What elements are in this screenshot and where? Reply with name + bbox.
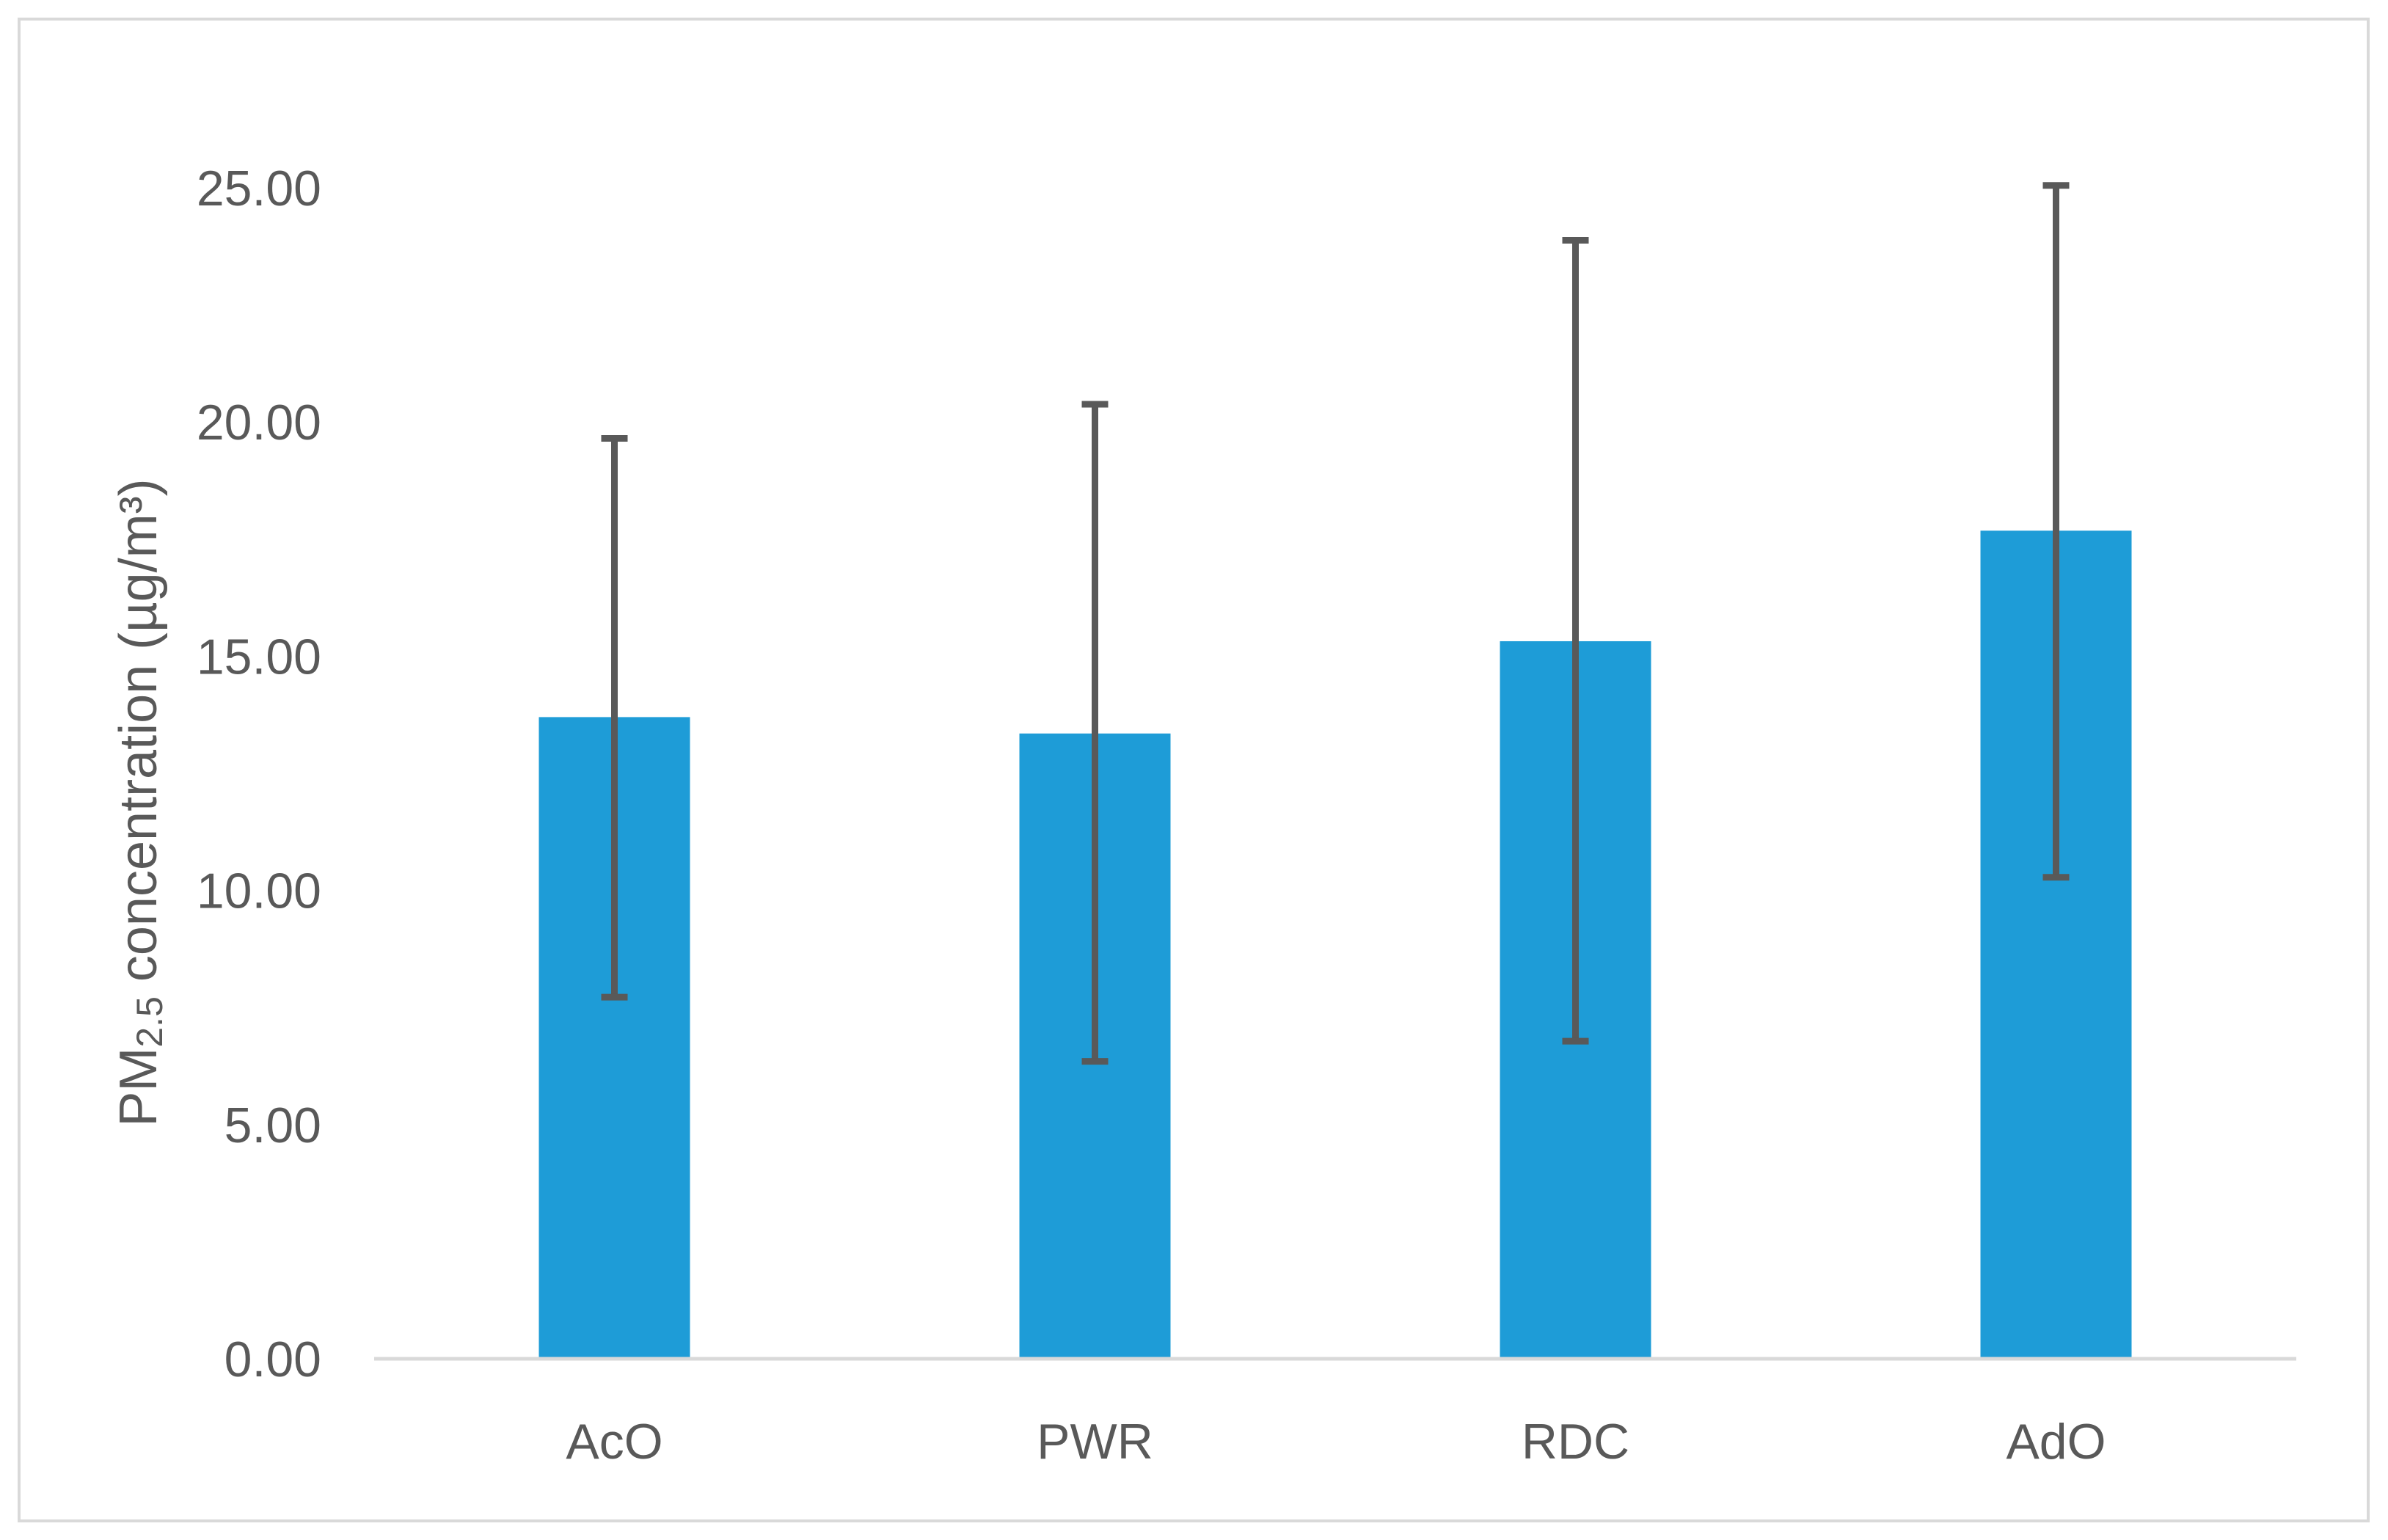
y-axis-title: PM2.5 concentration (µg/m³) — [109, 478, 170, 1126]
x-category-label-ado: AdO — [2006, 1414, 2106, 1470]
x-category-label-pwr: PWR — [1037, 1414, 1153, 1470]
y-tick-label: 10.00 — [197, 864, 321, 919]
error-bar-pwr — [1081, 401, 1109, 1065]
error-bars — [601, 182, 2070, 1065]
y-tick-label: 5.00 — [224, 1098, 321, 1153]
y-axis-title-prefix: PM — [109, 1048, 168, 1127]
x-category-label-aco: AcO — [566, 1414, 662, 1470]
chart-frame — [18, 18, 2370, 1522]
error-bar-ado — [2042, 182, 2070, 881]
x-axis-category-labels: AcO PWR RDC AdO — [566, 1414, 2106, 1470]
error-bar-aco — [601, 435, 628, 1001]
y-tick-label: 0.00 — [224, 1332, 321, 1387]
y-tick-label: 20.00 — [197, 395, 321, 450]
bars — [538, 530, 2132, 1359]
y-axis-ticks: 0.00 5.00 10.00 15.00 20.00 25.00 — [197, 161, 321, 1387]
y-tick-label: 15.00 — [197, 629, 321, 685]
y-tick-label: 25.00 — [197, 161, 321, 216]
y-axis-title-suffix: concentration (µg/m³) — [109, 478, 168, 996]
error-bar-rdc — [1562, 237, 1589, 1045]
x-category-label-rdc: RDC — [1522, 1414, 1629, 1470]
y-axis-title-subscript: 2.5 — [129, 996, 170, 1048]
